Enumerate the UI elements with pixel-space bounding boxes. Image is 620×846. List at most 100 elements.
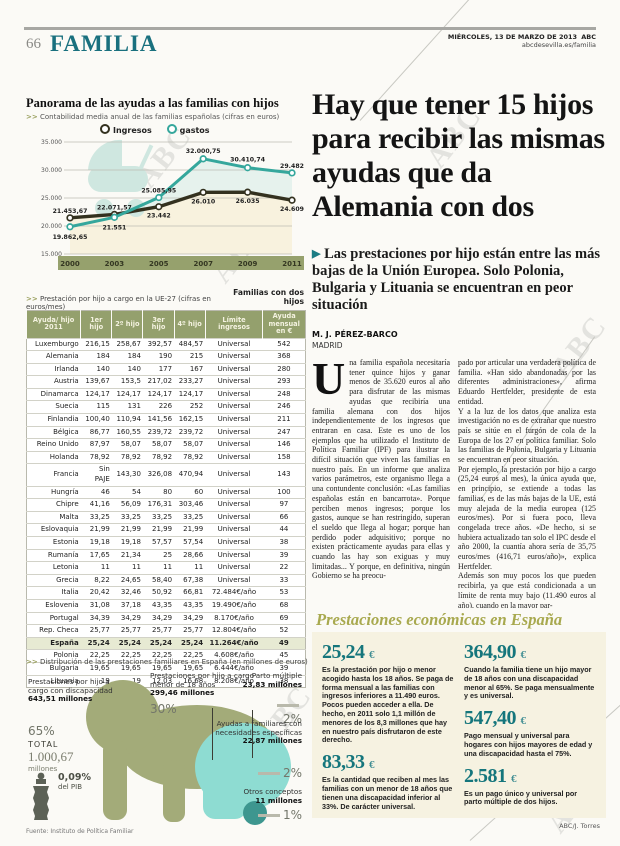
table-cell: Universal bbox=[205, 561, 263, 575]
table-cell: 139,67 bbox=[80, 375, 112, 389]
gastos-dot-icon bbox=[166, 124, 177, 134]
table-cell: 326,08 bbox=[142, 463, 175, 487]
svg-text:21.551: 21.551 bbox=[102, 224, 126, 231]
table-cell: Universal bbox=[205, 362, 263, 376]
table-cell: Universal bbox=[205, 450, 263, 464]
table-cell: 25,77 bbox=[142, 624, 175, 638]
dist-item-parto: Parto múltiple 23,83 millones bbox=[242, 671, 302, 689]
table-row: Polonia 22,25 22,25 22,25 22,25 4.608€/año 45 bbox=[26, 649, 306, 663]
table-cell: 43,35 bbox=[174, 598, 206, 613]
table-cell: 33,25 bbox=[142, 510, 175, 524]
table-cell: 57,54 bbox=[174, 536, 206, 550]
top-rule bbox=[24, 27, 596, 30]
table-cell: 25,24 bbox=[111, 636, 143, 650]
table-cell: 32,46 bbox=[111, 586, 143, 600]
table-row: Italia 20,42 32,46 50,92 66,81 72.484€/año 53 bbox=[26, 586, 306, 600]
crawling-baby-illustration bbox=[86, 680, 291, 825]
table-cell: 34,39 bbox=[80, 611, 112, 625]
table-row: Finlandia 100,40 110,94 141,56 162,15 Univers… bbox=[26, 413, 306, 427]
table-row: Malta 33,25 33,25 33,25 33,25 Universal 66 bbox=[26, 510, 306, 524]
table-cell: 49 bbox=[262, 636, 306, 650]
table-cell: 184 bbox=[80, 350, 112, 364]
table-cell: Letonia bbox=[26, 561, 81, 575]
table-cell: 248 bbox=[262, 387, 306, 401]
table-cell: 177 bbox=[142, 362, 175, 376]
table-cell: 11 bbox=[111, 561, 143, 575]
svg-text:2009: 2009 bbox=[238, 260, 258, 268]
table-cell: 25,77 bbox=[80, 624, 112, 638]
table-header: Ayuda/ hijo 2011 1er hijo 2º hijo 3er hijo 4… bbox=[25, 310, 306, 338]
table-cell: 542 bbox=[262, 337, 306, 351]
table-cell: 22,25 bbox=[142, 649, 175, 663]
table-cell: 58,07 bbox=[174, 438, 206, 452]
table-cell: Estonia bbox=[26, 536, 81, 550]
legend-gastos: gastos bbox=[179, 126, 210, 135]
chart-title: Panorama de las ayudas a las familias co… bbox=[26, 96, 279, 110]
table-cell: 25,24 bbox=[174, 636, 206, 650]
table-cell: 247 bbox=[262, 425, 306, 439]
baby-bottle-icon bbox=[33, 772, 49, 820]
table-cell: 211 bbox=[262, 413, 306, 427]
table-cell: 69 bbox=[262, 611, 306, 625]
table-row: Bélgica 86,77 160,55 239,72 239,72 Universal 2… bbox=[26, 425, 306, 439]
table-cell: 110,94 bbox=[111, 413, 143, 427]
table-row: Reino Unido 87,97 58,07 58,07 58,07 Universal… bbox=[26, 438, 306, 452]
connector-line bbox=[252, 710, 253, 758]
table-cell: Dinamarca bbox=[26, 387, 81, 401]
table-row: Austria 139,67 153,5 217,02 233,27 Universal 2… bbox=[26, 375, 306, 389]
svg-text:15.000: 15.000 bbox=[41, 251, 62, 258]
table-cell: 100 bbox=[262, 485, 306, 499]
benefit-item: 364,90 € Cuando la familia tiene un hijo… bbox=[464, 641, 595, 701]
distribution-title: >> Distribución de las prestaciones fami… bbox=[26, 658, 308, 666]
table-cell: 124,17 bbox=[174, 387, 206, 401]
byline: M. J. PÉREZ-BARCO bbox=[312, 330, 398, 339]
benefit-item: 25,24 € Es la prestación por hijo o meno… bbox=[322, 641, 454, 745]
svg-text:2005: 2005 bbox=[149, 260, 169, 268]
table-cell: Universal bbox=[205, 485, 263, 499]
table-cell: 57,57 bbox=[142, 536, 175, 550]
table-cell: Universal bbox=[205, 510, 263, 524]
table-cell: 239,72 bbox=[174, 425, 206, 439]
table-cell: 239,72 bbox=[142, 425, 175, 439]
table-column-header: 2º hijo bbox=[111, 310, 143, 338]
table-row: Rep. Checa 25,77 25,77 25,77 25,77 12.804€/añ… bbox=[26, 624, 306, 638]
table-cell: 72.484€/año bbox=[205, 586, 263, 600]
table-cell: 258,67 bbox=[111, 337, 143, 351]
leader-bar bbox=[257, 772, 280, 775]
table-cell: 86,77 bbox=[80, 425, 112, 439]
table-cell: 484,57 bbox=[174, 337, 206, 351]
table-cell: 34,29 bbox=[174, 611, 206, 625]
dist-item-necesidades: Ayudas a familiares con necesidades espe… bbox=[215, 719, 302, 746]
dist-pib: 0,09% del PIB bbox=[58, 772, 91, 791]
table-cell: Finlandia bbox=[26, 413, 81, 427]
drop-cap: U bbox=[312, 358, 346, 404]
kicker-icon: >> bbox=[26, 113, 38, 121]
table-cell: Hungría bbox=[26, 485, 81, 499]
eu-table-body: Luxemburgo 216,15 258,67 392,57 484,57 Univer… bbox=[26, 337, 306, 688]
table-cell: 97 bbox=[262, 498, 306, 512]
date-line: MIÉRCOLES, 13 DE MARZO DE 2013 bbox=[447, 33, 578, 41]
table-cell: 87,97 bbox=[80, 438, 112, 452]
table-column-header: Límite ingresos bbox=[204, 310, 263, 338]
table-cell: 80 bbox=[142, 485, 175, 499]
table-cell: 37,18 bbox=[111, 598, 143, 613]
table-title: >> Prestación por hijo a cargo en la UE-… bbox=[26, 295, 211, 311]
table-cell: 58,07 bbox=[111, 438, 143, 452]
table-cell: 280 bbox=[262, 362, 306, 376]
table-cell: 22,25 bbox=[111, 649, 143, 663]
table-cell: 4.608€/año bbox=[205, 649, 263, 663]
table-row: Hungría 46 54 80 60 Universal 100 bbox=[26, 485, 306, 499]
table-cell: Universal bbox=[205, 498, 263, 512]
table-cell: 11 bbox=[80, 561, 112, 575]
table-column-header: 1er hijo bbox=[80, 310, 112, 338]
headline: Hay que tener 15 hijos para recibir las … bbox=[312, 88, 605, 223]
table-cell: Chipre bbox=[26, 498, 81, 512]
table-row: Dinamarca 124,17 124,17 124,17 124,17 Univers… bbox=[26, 387, 306, 401]
table-cell: 22,25 bbox=[174, 649, 206, 663]
table-column-header: Ayuda/ hijo 2011 bbox=[25, 310, 81, 338]
benefits-right-column: 364,90 € Cuando la familia tiene un hijo… bbox=[464, 642, 596, 814]
table-cell: 19,65 bbox=[80, 661, 112, 676]
svg-text:30.410,74: 30.410,74 bbox=[230, 157, 266, 164]
table-cell: 19,65 bbox=[174, 661, 206, 676]
table-cell: 19.490€/año bbox=[205, 598, 263, 613]
